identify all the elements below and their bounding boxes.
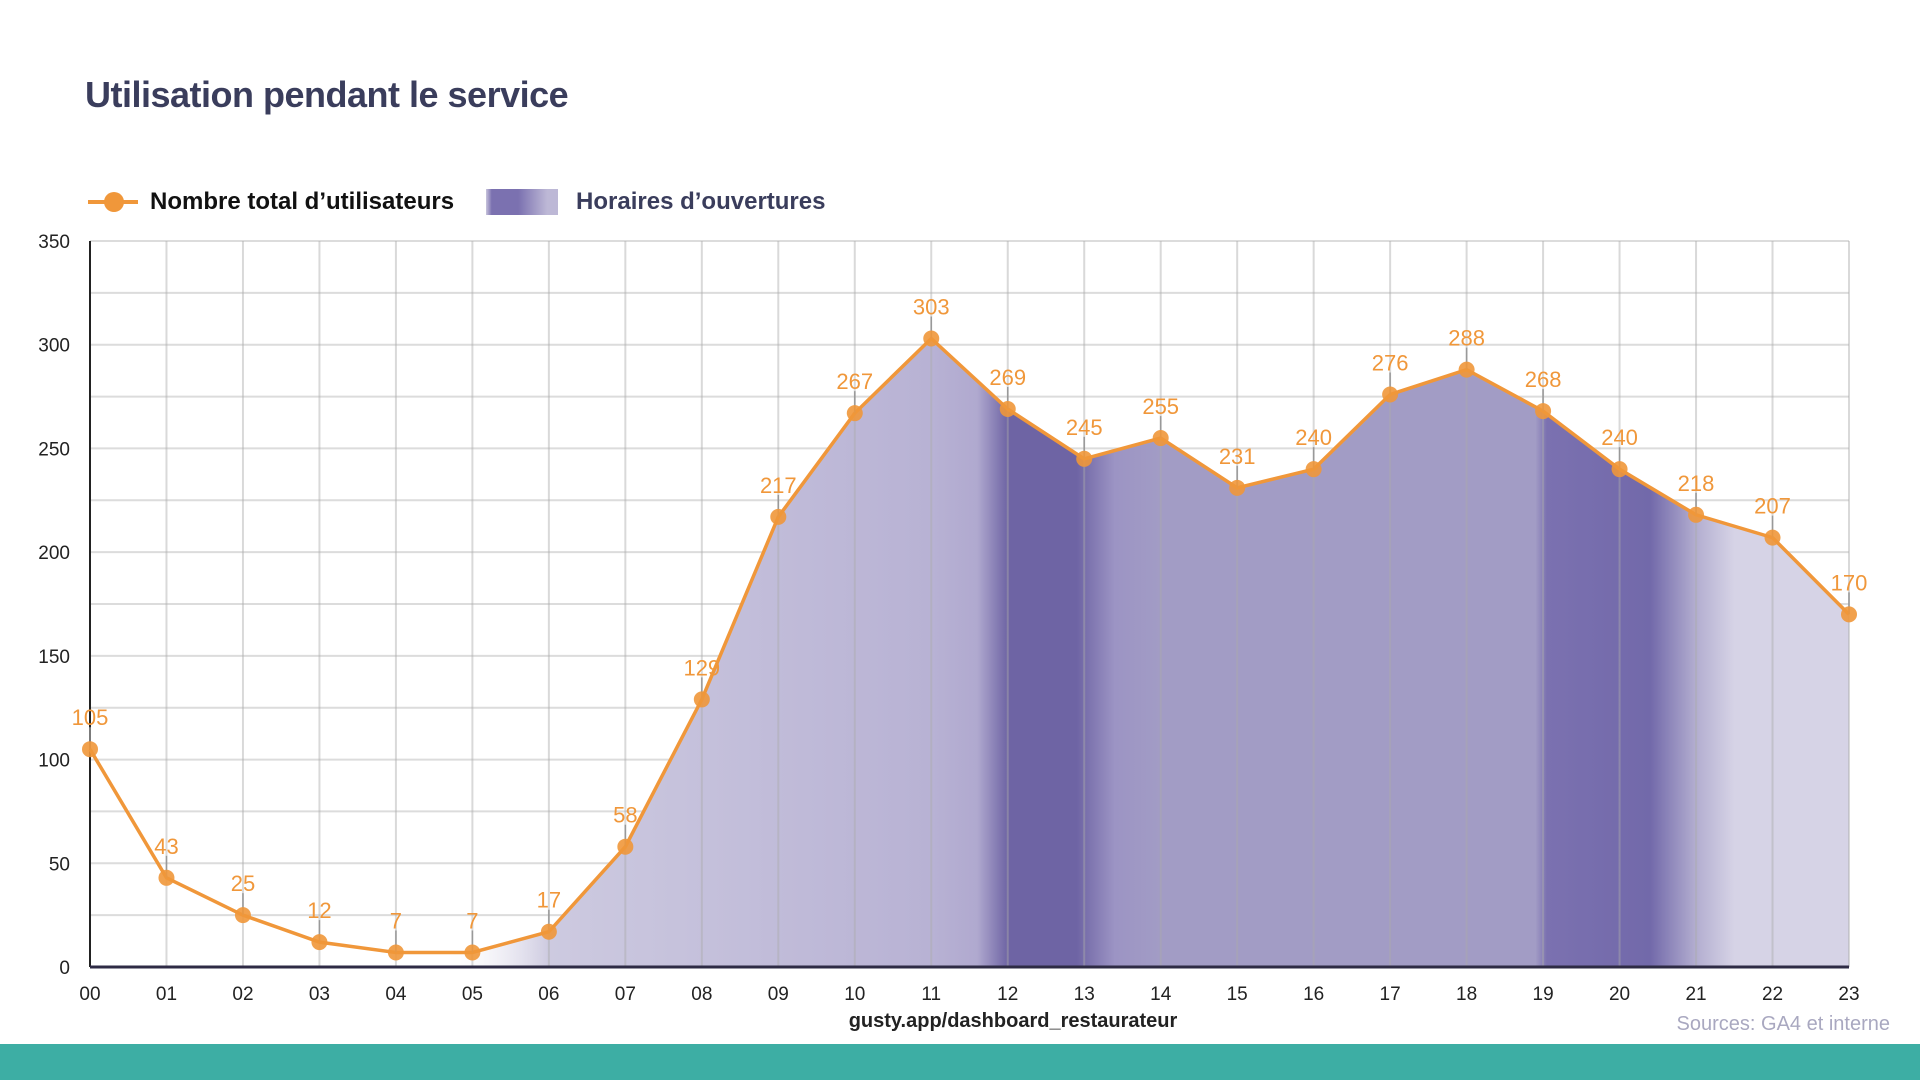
data-point	[1152, 430, 1169, 447]
x-tick-label: 01	[156, 984, 177, 1005]
data-point	[540, 923, 557, 940]
data-point	[1688, 506, 1705, 523]
data-point	[158, 869, 175, 886]
y-tick-label: 300	[38, 336, 70, 357]
x-tick-label: 18	[1456, 984, 1477, 1005]
x-tick-label: 23	[1838, 984, 1859, 1005]
legend-line-marker	[88, 192, 138, 212]
data-point	[1382, 386, 1399, 403]
legend-swatch-opening-hours	[486, 189, 559, 215]
y-tick-label: 0	[59, 958, 70, 979]
data-label: 276	[1372, 350, 1409, 375]
x-tick-label: 00	[79, 984, 100, 1005]
x-tick-label: 08	[691, 984, 712, 1005]
data-label: 218	[1678, 471, 1715, 496]
data-point	[999, 401, 1016, 418]
data-label: 129	[683, 655, 720, 680]
data-label: 7	[390, 908, 402, 933]
data-point	[1305, 461, 1322, 478]
source-url: gusty.app/dashboard_restaurateur	[848, 1010, 1178, 1032]
data-point	[1535, 403, 1552, 420]
data-label: 58	[613, 803, 637, 828]
data-label: 231	[1219, 444, 1256, 469]
x-tick-label: 07	[615, 984, 636, 1005]
data-point	[387, 944, 404, 961]
x-tick-label: 22	[1762, 984, 1783, 1005]
data-point	[82, 741, 98, 758]
data-label: 43	[154, 834, 178, 859]
data-label: 268	[1525, 367, 1562, 392]
data-point	[923, 330, 940, 347]
series-line	[88, 336, 1851, 955]
data-label: 288	[1448, 326, 1485, 351]
data-label: 25	[231, 871, 255, 896]
data-label: 255	[1142, 394, 1179, 419]
data-label: 267	[836, 369, 873, 394]
x-tick-label: 06	[538, 984, 559, 1005]
x-tick-label: 04	[385, 984, 407, 1005]
data-label: 207	[1754, 494, 1791, 519]
x-tick-label: 05	[462, 984, 483, 1005]
data-label: 269	[989, 365, 1026, 390]
x-tick-label: 17	[1380, 984, 1401, 1005]
legend-label-opening-hours: Horaires d’ouvertures	[576, 188, 826, 215]
data-label: 7	[466, 908, 478, 933]
footer-band	[0, 1044, 1920, 1080]
data-label: 240	[1295, 425, 1332, 450]
x-tick-label: 09	[768, 984, 789, 1005]
data-label: 170	[1831, 570, 1868, 595]
x-tick-label: 21	[1685, 984, 1706, 1005]
data-label: 105	[72, 705, 109, 730]
x-tick-label: 11	[921, 984, 941, 1005]
y-tick-label: 250	[38, 439, 70, 460]
data-label: 240	[1601, 425, 1638, 450]
data-label: 12	[307, 898, 331, 923]
data-point	[1229, 479, 1246, 496]
x-tick-label: 15	[1227, 984, 1248, 1005]
data-point	[1458, 361, 1475, 378]
y-tick-label: 200	[38, 543, 70, 564]
y-tick-label: 100	[38, 751, 70, 772]
data-point	[846, 405, 863, 422]
data-point	[1841, 606, 1857, 623]
data-point	[1076, 450, 1093, 467]
data-point	[693, 691, 710, 708]
chart-title: Utilisation pendant le service	[85, 74, 569, 115]
opening-hours-area	[90, 338, 1849, 967]
x-tick-label: 10	[844, 984, 865, 1005]
data-point	[770, 508, 787, 525]
x-tick-label: 02	[232, 984, 253, 1005]
legend-label-users: Nombre total d’utilisateurs	[150, 188, 455, 215]
data-point	[1611, 461, 1628, 478]
data-point	[234, 907, 251, 924]
x-tick-label: 03	[309, 984, 330, 1005]
x-tick-label: 14	[1150, 984, 1172, 1005]
y-tick-label: 50	[49, 854, 70, 875]
y-tick-label: 350	[38, 232, 70, 253]
data-label: 17	[537, 888, 561, 913]
y-tick-label: 150	[38, 647, 70, 668]
data-label: 303	[913, 294, 950, 319]
data-label: 245	[1066, 415, 1103, 440]
x-tick-label: 16	[1303, 984, 1324, 1005]
sources-note: Sources: GA4 et interne	[1676, 1013, 1890, 1035]
x-tick-label: 20	[1609, 984, 1630, 1005]
x-tick-label: 13	[1074, 984, 1095, 1005]
data-point	[1764, 529, 1781, 546]
data-point	[311, 934, 328, 951]
x-tick-label: 12	[997, 984, 1018, 1005]
legend: Nombre total d’utilisateurs Horaires d’o…	[88, 188, 825, 216]
data-label: 217	[760, 473, 797, 498]
data-point	[617, 838, 634, 855]
data-point	[464, 944, 481, 961]
x-tick-label: 19	[1533, 984, 1554, 1005]
